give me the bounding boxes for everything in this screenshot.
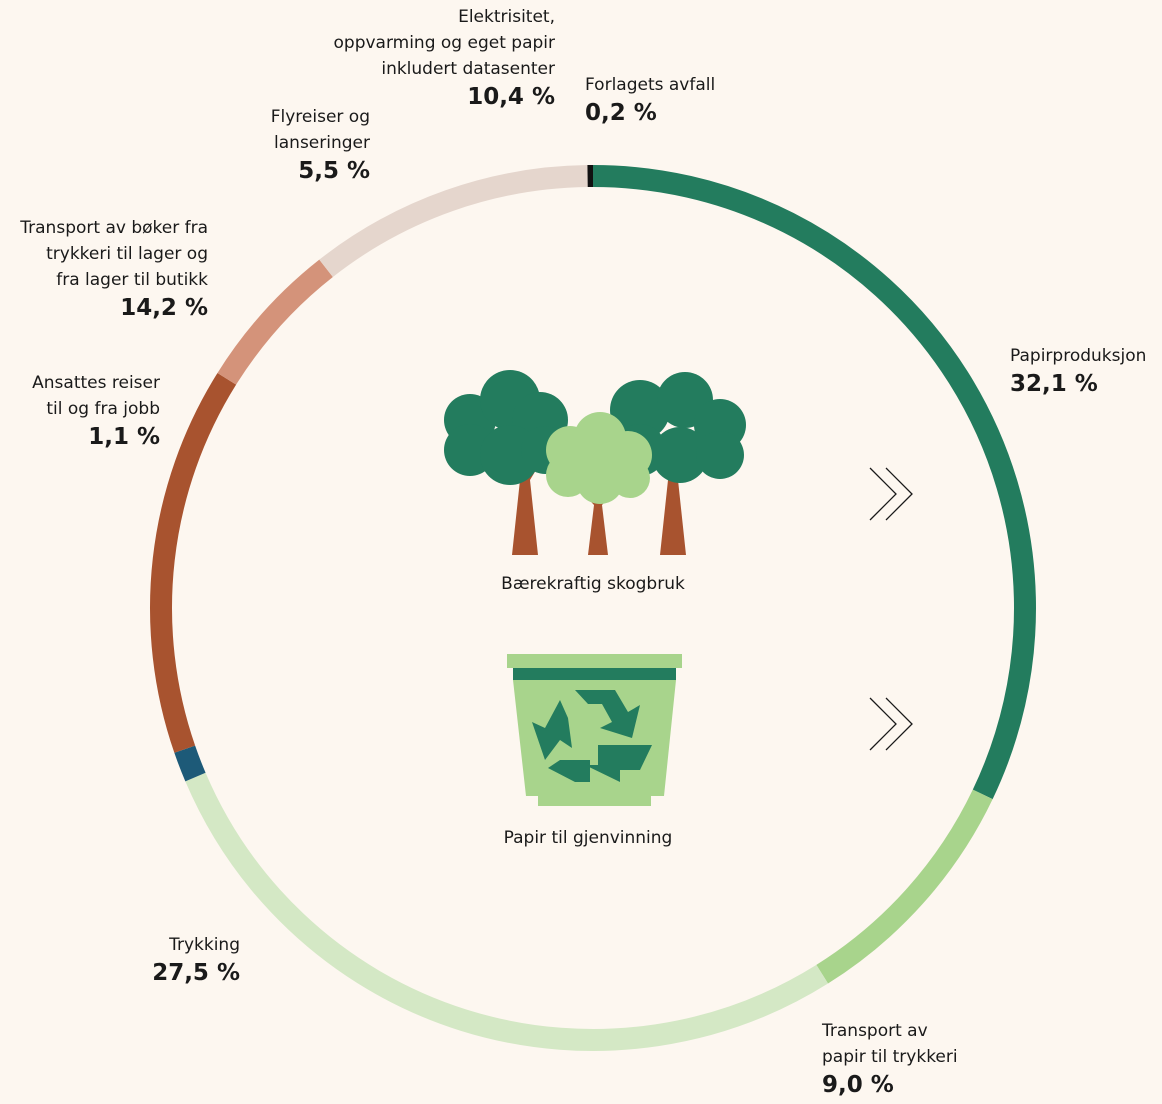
trees-icon <box>444 370 746 555</box>
segment-label: Elektrisitet, oppvarming og eget papir i… <box>334 4 556 112</box>
category-name: Forlagets avfall <box>585 72 715 98</box>
annotation: Bærekraftig skogbruk <box>443 574 743 594</box>
value-label: 10,4 % <box>334 82 556 112</box>
page: {"chart_data": {"type": "donut", "catego… <box>0 0 1162 1104</box>
value-label: 0,2 % <box>585 98 715 128</box>
value-label: 9,0 % <box>822 1070 958 1100</box>
donut-segment <box>326 176 587 268</box>
donut-segment <box>822 794 983 974</box>
value-label: 32,1 % <box>1010 369 1146 399</box>
category-name: Transport av bøker fra trykkeri til lage… <box>20 215 208 293</box>
donut-segment <box>185 749 196 777</box>
category-name: Transport av papir til trykkeri <box>822 1018 958 1070</box>
value-label: 5,5 % <box>271 156 370 186</box>
category-name: Elektrisitet, oppvarming og eget papir i… <box>334 4 556 82</box>
value-label: 14,2 % <box>20 293 208 323</box>
category-name: Ansattes reiser til og fra jobb <box>32 370 160 422</box>
category-name: Papirproduksjon <box>1010 343 1146 369</box>
donut-segment <box>161 379 227 749</box>
category-name: Trykking <box>152 932 240 958</box>
value-label: 1,1 % <box>32 422 160 452</box>
recycle-bin-icon <box>507 654 682 806</box>
chevrons <box>870 468 912 750</box>
donut-segment <box>227 268 326 378</box>
value-label: 27,5 % <box>152 958 240 988</box>
annotation: Papir til gjenvinning <box>438 828 738 848</box>
donut-segment <box>195 777 822 1040</box>
segment-label: Transport av bøker fra trykkeri til lage… <box>20 215 208 323</box>
